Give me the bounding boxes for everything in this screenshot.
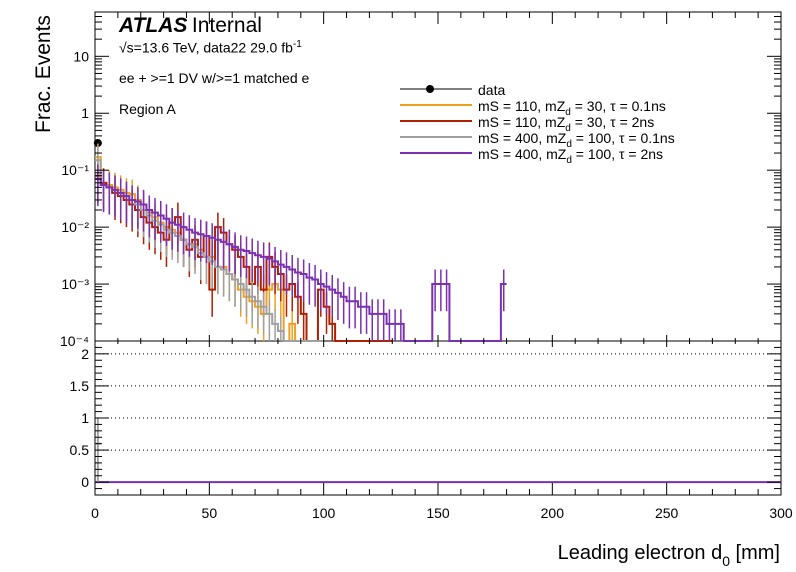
ratio-panel-frame: [94, 340, 782, 496]
legend-marker-s3: [400, 136, 472, 138]
x-tick-label-5: 250: [655, 505, 679, 521]
y-tick-label-4: 1: [81, 105, 89, 121]
atlas-status: Internal: [191, 14, 262, 37]
legend-label-s1: mS = 110, mZd = 30, τ = 0.1ns: [478, 98, 666, 118]
ratio-y-tick-label-1: 0.5: [70, 442, 90, 458]
x-tick-label-1: 50: [202, 505, 218, 521]
ratio-grid: [95, 353, 781, 483]
region-text: Region A: [119, 101, 176, 117]
legend-label-s2: mS = 110, mZd = 30, τ = 2ns: [478, 114, 655, 134]
ratio-series: [95, 418, 781, 484]
x-tick-label-6: 300: [769, 505, 793, 521]
atlas-label: ATLAS Internal: [119, 15, 262, 36]
main-series: [93, 139, 507, 342]
legend-label-s4: mS = 400, mZd = 100, τ = 2ns: [478, 146, 664, 166]
ratio-y-tick-label-3: 1.5: [70, 378, 90, 394]
energy-lumi: √s=13.6 TeV, data22 29.0 fb-1: [119, 40, 302, 55]
x-tick-label-4: 200: [541, 505, 565, 521]
legend-marker-data: [400, 85, 472, 93]
legend-label-s3: mS = 400, mZd = 100, τ = 0.1ns: [478, 130, 675, 150]
legend-marker-s1: [400, 104, 472, 106]
series-line-4: [95, 178, 507, 342]
y-tick-label-3: 10⁻¹: [61, 162, 89, 178]
legend-marker-s2: [400, 120, 472, 122]
y-tick-label-0: 10⁻⁴: [60, 333, 89, 349]
ratio-y-tick-label-4: 2: [81, 346, 89, 362]
x-tick-label-3: 150: [426, 505, 450, 521]
x-tick-label-2: 100: [312, 505, 336, 521]
y-tick-label-1: 10⁻³: [61, 276, 89, 292]
legend-marker-s4: [400, 152, 472, 154]
main-y-ticks: 10⁻⁴ 10⁻³ 10⁻² 10⁻¹ 1 10: [60, 11, 781, 349]
main-panel-frame: [94, 11, 782, 342]
x-axis-label: Leading electron d0 [mm]: [558, 542, 780, 569]
y-tick-label-5: 10: [73, 48, 89, 64]
atlas-logo-text: ATLAS: [119, 14, 188, 37]
selection-text: ee + >=1 DV w/>=1 matched e: [119, 70, 310, 86]
ratio-y-ticks: 0 0.5 1 1.5 2: [70, 346, 781, 496]
energy-lumi-text: √s=13.6 TeV, data22 29.0 fb: [119, 39, 293, 56]
x-tick-label-0: 0: [91, 505, 99, 521]
ratio-y-tick-label-2: 1: [81, 410, 89, 426]
lumi-exponent: -1: [292, 39, 302, 50]
y-tick-label-2: 10⁻²: [61, 219, 89, 235]
ratio-y-tick-label-0: 0: [81, 474, 89, 490]
y-axis-label: Frac. Events: [32, 15, 55, 133]
legend-label-data: data: [478, 82, 506, 98]
